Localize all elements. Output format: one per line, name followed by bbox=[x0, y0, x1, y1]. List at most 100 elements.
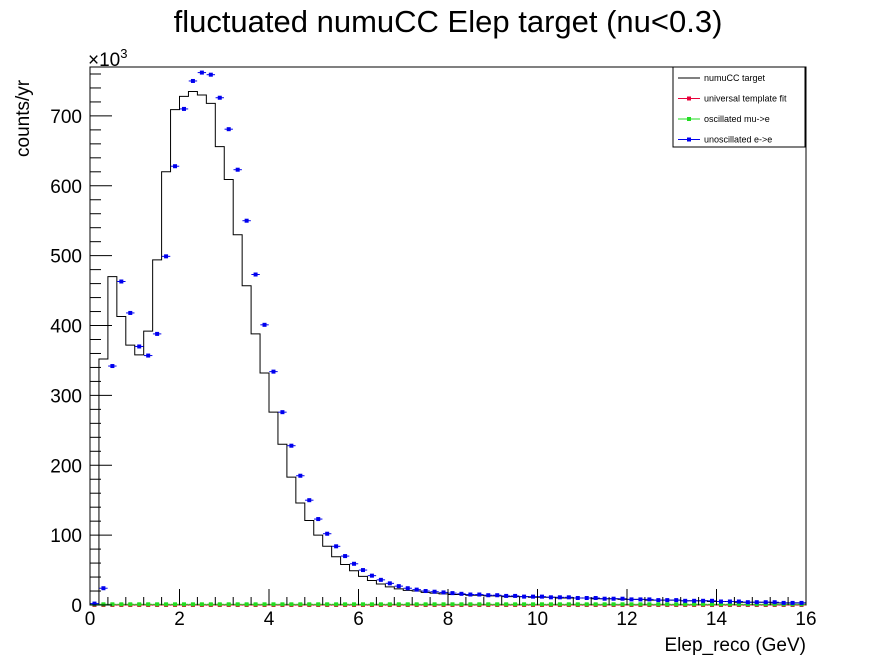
marker bbox=[656, 598, 661, 603]
data-point bbox=[493, 593, 502, 598]
data-point bbox=[582, 596, 591, 601]
y-exponent-base: ×10 bbox=[88, 50, 120, 71]
data-point bbox=[564, 602, 574, 607]
data-point bbox=[349, 561, 359, 566]
marker bbox=[369, 573, 374, 578]
marker bbox=[137, 344, 142, 349]
marker bbox=[557, 602, 562, 607]
marker bbox=[343, 554, 348, 559]
marker bbox=[566, 602, 571, 607]
data-point bbox=[510, 593, 520, 598]
marker bbox=[334, 544, 339, 549]
marker bbox=[566, 595, 571, 600]
marker bbox=[656, 602, 661, 607]
data-point bbox=[126, 310, 135, 315]
histogram-line bbox=[89, 90, 806, 605]
data-point bbox=[654, 598, 663, 603]
legend: numuCC target universal template fit oscil… bbox=[672, 66, 806, 148]
marker bbox=[629, 602, 634, 607]
data-point bbox=[296, 473, 305, 478]
marker bbox=[244, 602, 249, 607]
data-point bbox=[126, 602, 135, 607]
y-tick-label: 200 bbox=[50, 456, 82, 477]
data-point bbox=[269, 369, 278, 374]
marker bbox=[736, 602, 741, 607]
data-point bbox=[510, 602, 520, 607]
plot-area bbox=[89, 66, 807, 607]
data-point bbox=[716, 599, 726, 604]
marker bbox=[710, 602, 715, 607]
data-point bbox=[421, 602, 430, 607]
marker bbox=[280, 410, 285, 415]
y-tick-label: 400 bbox=[50, 317, 82, 338]
y-tick-label: 700 bbox=[50, 107, 82, 128]
data-point bbox=[143, 353, 153, 358]
data-point bbox=[788, 600, 797, 605]
marker bbox=[548, 602, 553, 607]
data-point bbox=[287, 602, 296, 607]
marker bbox=[226, 602, 231, 607]
marker bbox=[298, 473, 303, 478]
marker bbox=[647, 597, 652, 602]
data-point bbox=[484, 593, 493, 598]
data-point bbox=[564, 595, 574, 600]
data-point bbox=[663, 602, 672, 607]
marker bbox=[146, 353, 151, 358]
data-point bbox=[752, 602, 761, 607]
data-point bbox=[546, 602, 556, 607]
data-point bbox=[573, 596, 582, 601]
legend-box bbox=[672, 66, 806, 148]
data-point bbox=[537, 602, 547, 607]
marker bbox=[477, 602, 482, 607]
marker bbox=[316, 602, 321, 607]
marker bbox=[235, 602, 240, 607]
data-point bbox=[546, 595, 556, 600]
x-axis-label: Elep_reco (GeV) bbox=[664, 635, 806, 656]
marker bbox=[298, 602, 303, 607]
marker bbox=[316, 517, 321, 522]
data-point bbox=[797, 600, 806, 605]
data-point bbox=[224, 602, 233, 607]
data-point bbox=[135, 602, 144, 607]
data-point bbox=[439, 602, 448, 607]
data-point bbox=[636, 597, 645, 602]
marker bbox=[441, 602, 446, 607]
marker bbox=[548, 595, 553, 600]
data-point bbox=[716, 602, 726, 607]
data-point bbox=[385, 602, 395, 607]
marker bbox=[289, 443, 294, 448]
marker bbox=[271, 602, 276, 607]
marker bbox=[325, 602, 330, 607]
marker bbox=[674, 598, 679, 603]
legend-label: universal template fit bbox=[704, 94, 787, 104]
marker bbox=[683, 598, 688, 603]
data-point bbox=[457, 602, 466, 607]
data-point bbox=[698, 602, 708, 607]
data-point bbox=[555, 602, 565, 607]
marker bbox=[799, 600, 804, 605]
data-point bbox=[448, 591, 457, 596]
x-tick-label: 14 bbox=[706, 609, 728, 630]
marker bbox=[378, 602, 383, 607]
data-point bbox=[233, 602, 242, 607]
marker bbox=[539, 602, 544, 607]
marker bbox=[611, 596, 616, 601]
data-point bbox=[403, 586, 412, 591]
marker bbox=[745, 602, 750, 607]
marker bbox=[110, 602, 115, 607]
marker bbox=[369, 602, 374, 607]
marker bbox=[405, 602, 410, 607]
marker bbox=[513, 593, 518, 598]
marker bbox=[701, 598, 706, 603]
marker bbox=[763, 602, 768, 607]
marker bbox=[280, 602, 285, 607]
marker bbox=[674, 602, 679, 607]
marker bbox=[790, 600, 795, 605]
marker bbox=[414, 587, 419, 592]
marker bbox=[235, 167, 240, 172]
marker bbox=[531, 602, 536, 607]
marker bbox=[414, 602, 419, 607]
marker bbox=[602, 596, 607, 601]
data-point bbox=[591, 596, 600, 601]
data-point bbox=[609, 596, 618, 601]
